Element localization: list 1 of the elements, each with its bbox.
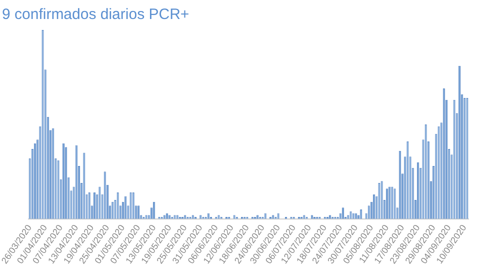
chart-title: 9 confirmados diarios PCR+ (1, 5, 190, 25)
